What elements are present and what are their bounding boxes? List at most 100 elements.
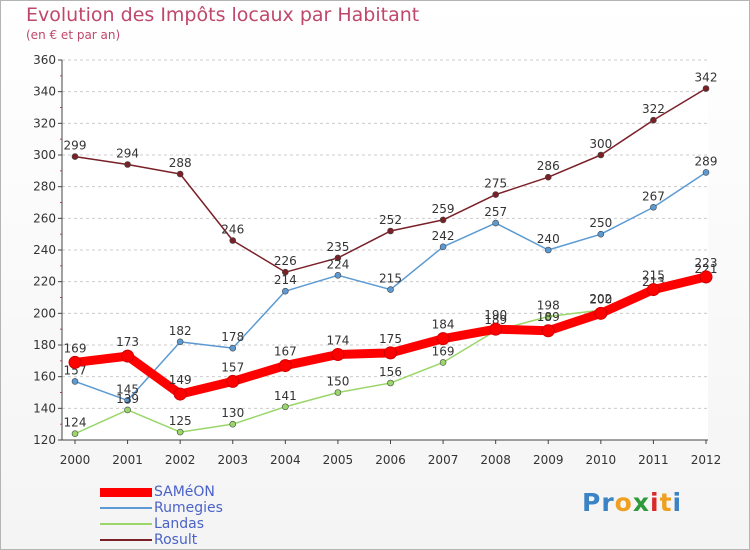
- chart-subtitle: (en € et par an): [26, 28, 121, 42]
- data-point: [650, 203, 657, 211]
- x-tick-label: 2006: [375, 453, 406, 467]
- data-label: 125: [169, 414, 192, 428]
- data-label: 215: [379, 272, 402, 286]
- data-label: 259: [432, 202, 455, 216]
- data-point: [594, 306, 608, 320]
- data-label: 299: [64, 139, 87, 153]
- data-point: [282, 268, 289, 276]
- legend-label: Rosult: [154, 532, 198, 548]
- data-point: [334, 254, 342, 262]
- data-label: 342: [695, 71, 718, 85]
- legend-label: Landas: [154, 516, 205, 532]
- logo-letter: t: [659, 488, 673, 517]
- data-label: 252: [379, 213, 402, 227]
- data-point: [439, 243, 447, 251]
- data-point: [176, 338, 184, 346]
- data-point: [229, 420, 237, 428]
- data-point: [229, 237, 237, 244]
- data-label: 288: [169, 156, 192, 170]
- data-label: 246: [221, 223, 244, 237]
- legend-swatch: [100, 523, 152, 525]
- data-label: 173: [116, 335, 139, 349]
- y-tick-label: 200: [33, 306, 56, 320]
- y-tick-label: 240: [33, 243, 56, 257]
- x-tick-label: 2009: [533, 453, 564, 467]
- x-tick-label: 2012: [691, 453, 722, 467]
- data-point: [646, 283, 660, 297]
- data-label: 149: [169, 373, 192, 387]
- legend-item: Landas: [100, 516, 300, 532]
- x-tick-label: 2003: [217, 453, 248, 467]
- data-label: 240: [537, 232, 560, 246]
- data-label: 156: [379, 365, 402, 379]
- plot-area: [62, 60, 708, 440]
- data-label: 189: [537, 310, 560, 324]
- data-label: 190: [484, 308, 507, 322]
- data-label: 198: [537, 299, 560, 313]
- data-label: 157: [221, 360, 244, 374]
- data-label: 124: [64, 416, 87, 430]
- data-point: [544, 246, 552, 254]
- legend: SAMéON Rumegies Landas Rosult: [100, 484, 300, 548]
- data-label: 175: [379, 332, 402, 346]
- data-point: [278, 359, 292, 373]
- data-label: 184: [432, 318, 455, 332]
- line-chart: 120 140 160 180 200 220 240 260 280 300 320 340 360 2…: [33, 53, 722, 467]
- legend-item: SAMéON: [100, 484, 300, 500]
- data-point: [541, 324, 555, 338]
- data-label: 275: [484, 177, 507, 191]
- data-point: [331, 348, 345, 361]
- data-label: 322: [642, 102, 665, 116]
- data-point: [702, 85, 710, 92]
- data-label: 267: [642, 189, 665, 203]
- data-label: 174: [326, 334, 349, 348]
- data-label: 178: [221, 330, 244, 344]
- data-point: [282, 287, 289, 295]
- logo-letter: x: [632, 488, 650, 517]
- y-tick-label: 120: [33, 433, 56, 447]
- data-label: 242: [432, 229, 455, 243]
- data-point: [492, 191, 499, 198]
- data-point: [71, 378, 79, 385]
- data-label: 157: [64, 363, 87, 377]
- data-point: [334, 272, 342, 279]
- data-label: 169: [432, 344, 455, 358]
- legend-swatch: [100, 487, 152, 497]
- data-label: 145: [116, 382, 139, 396]
- data-label: 150: [326, 375, 349, 389]
- legend-swatch: [100, 507, 152, 509]
- data-label: 226: [274, 254, 297, 268]
- data-label: 169: [64, 341, 87, 355]
- y-tick-label: 140: [33, 401, 56, 415]
- data-point: [71, 153, 79, 160]
- data-label: 235: [326, 240, 349, 254]
- data-point: [544, 313, 552, 320]
- data-label: 224: [326, 257, 349, 271]
- logo-letter: i: [650, 488, 660, 517]
- data-label: 141: [274, 389, 297, 403]
- y-tick-label: 320: [33, 116, 56, 130]
- y-tick-label: 160: [33, 370, 56, 384]
- legend-label: Rumegies: [154, 500, 223, 516]
- y-tick-label: 180: [33, 338, 56, 352]
- logo-letter: P: [582, 488, 602, 517]
- y-tick-label: 340: [33, 85, 56, 99]
- data-label: 167: [274, 345, 297, 359]
- data-label: 202: [589, 292, 612, 306]
- logo-letter: o: [614, 488, 633, 517]
- logo-letter: r: [601, 488, 615, 517]
- data-point: [436, 332, 450, 346]
- data-label: 189: [484, 313, 507, 327]
- y-tick-label: 360: [33, 53, 56, 67]
- data-label: 257: [484, 205, 507, 219]
- data-point: [334, 389, 342, 396]
- x-tick-label: 2008: [480, 453, 511, 467]
- data-label: 139: [116, 392, 139, 406]
- data-point: [71, 430, 79, 437]
- y-tick-label: 220: [33, 275, 56, 289]
- data-point: [387, 227, 394, 235]
- x-tick-label: 2004: [270, 453, 301, 467]
- legend-item: Rosult: [100, 532, 300, 548]
- data-point: [226, 374, 240, 388]
- data-point: [387, 286, 394, 293]
